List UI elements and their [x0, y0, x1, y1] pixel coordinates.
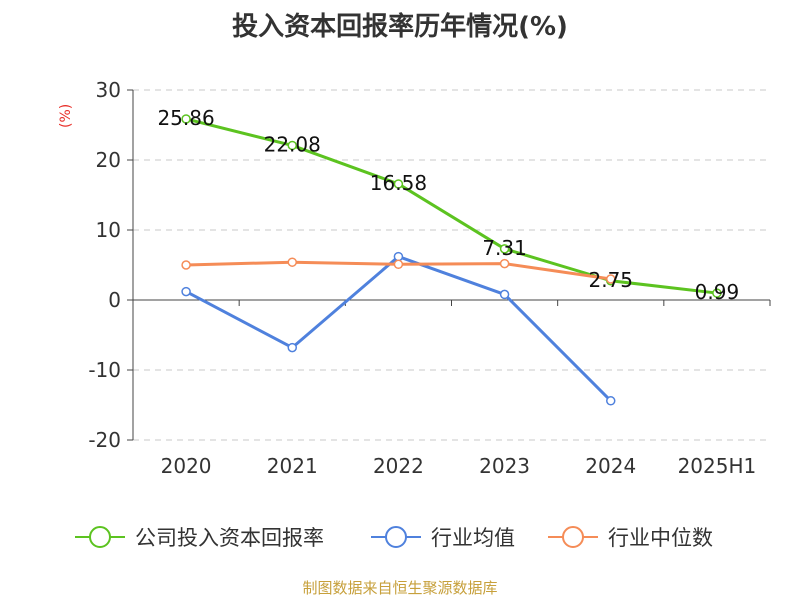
x-tick-label: 2021: [267, 454, 318, 478]
y-tick-label: -20: [88, 428, 121, 452]
y-tick-label: -10: [88, 358, 121, 382]
data-point: [606, 396, 616, 406]
data-point: [181, 286, 191, 297]
data-label: 16.58: [370, 171, 427, 195]
legend-marker: [562, 526, 584, 548]
legend-marker: [89, 526, 111, 548]
series-line-0: [185, 117, 718, 295]
data-point: [393, 251, 404, 262]
data-point: [712, 288, 722, 298]
x-tick-label: 2022: [373, 454, 424, 478]
data-label: 25.86: [157, 106, 214, 130]
legend-label: 公司投入资本回报率: [135, 526, 324, 550]
x-tick-label: 2025H1: [678, 454, 757, 478]
y-tick-label: 30: [96, 78, 121, 102]
x-tick-label: 2020: [161, 454, 212, 478]
data-point: [393, 179, 404, 189]
data-label: 22.08: [264, 132, 321, 156]
data-point: [181, 260, 191, 270]
series-line-1: [185, 255, 612, 402]
x-tick-label: 2023: [479, 454, 530, 478]
data-point: [287, 342, 297, 353]
data-point: [393, 259, 404, 270]
y-tick-label: 0: [108, 288, 121, 312]
data-point: [606, 274, 616, 284]
legend-marker: [385, 526, 407, 548]
y-tick-label: 20: [96, 148, 121, 172]
data-point: [499, 289, 510, 300]
legend-label: 行业中位数: [608, 526, 713, 550]
data-label: 0.99: [695, 280, 740, 304]
chart-title: 投入资本回报率历年情况(%): [232, 12, 568, 42]
data-point: [181, 114, 191, 124]
legend-label: 行业均值: [431, 526, 515, 550]
data-label: 2.75: [588, 268, 633, 292]
y-tick-label: 10: [96, 218, 121, 242]
data-point: [287, 257, 297, 267]
data-label: 7.31: [482, 236, 527, 260]
data-point: [287, 140, 297, 151]
x-tick-label: 2024: [585, 454, 636, 478]
data-point: [499, 244, 510, 254]
data-point: [499, 258, 510, 269]
source-note: 制图数据来自恒生聚源数据库: [302, 579, 498, 597]
